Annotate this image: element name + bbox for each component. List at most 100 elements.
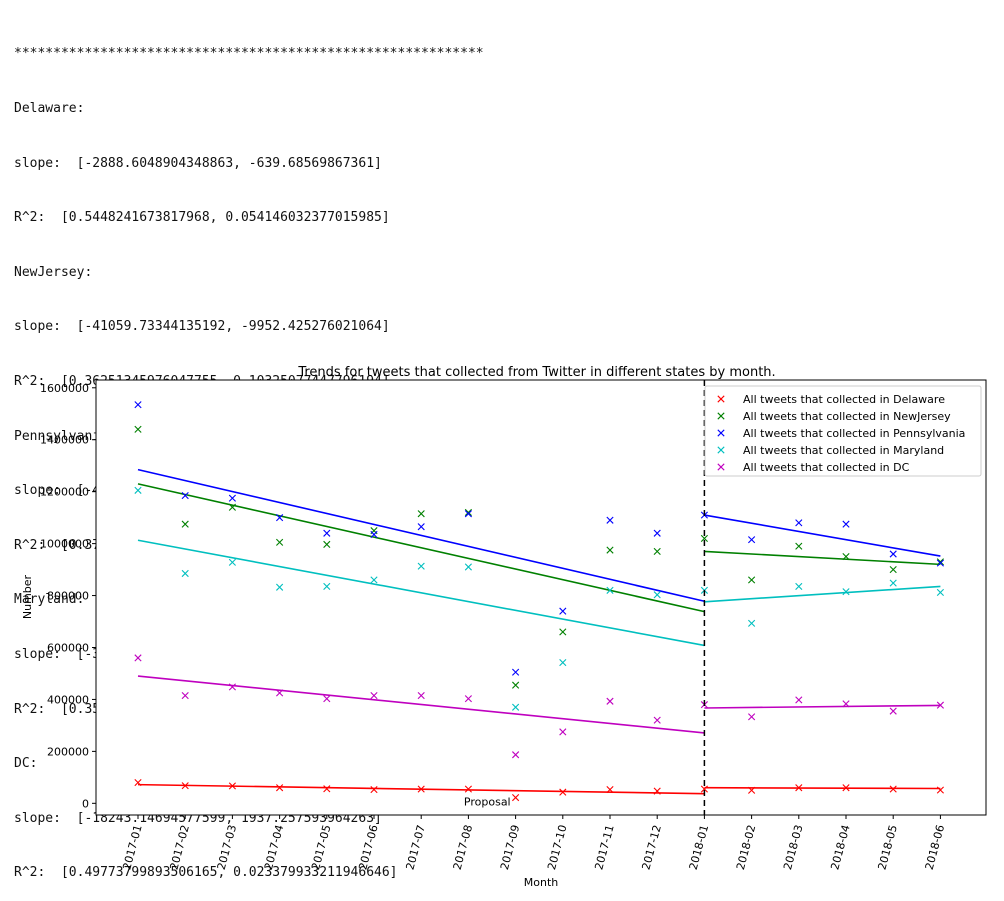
data-point (323, 695, 331, 703)
separator-line: ****************************************… (14, 46, 484, 62)
trend-line-period2-0 (704, 786, 941, 790)
x-tick-label: 2017-02 (168, 823, 192, 871)
r2-line-dc: R^2: [0.49773799893506165, 0.02337993321… (14, 865, 398, 881)
data-point (748, 786, 756, 794)
data-point (889, 579, 897, 587)
data-point (795, 582, 803, 591)
data-point (795, 542, 803, 550)
legend-marker (717, 412, 725, 420)
x-tick-label: 2018-03 (781, 823, 805, 871)
data-point (936, 786, 944, 794)
data-point (512, 668, 520, 676)
data-point (559, 728, 567, 736)
data-point (417, 785, 425, 793)
data-point (228, 494, 236, 502)
x-tick-label: 2017-03 (215, 823, 239, 871)
data-point (606, 546, 614, 554)
data-point (748, 576, 756, 584)
trend-line-period2-2 (704, 514, 941, 557)
data-point (795, 519, 803, 527)
legend-entry: All tweets that collected in Maryland (743, 444, 944, 457)
data-point (370, 785, 378, 794)
state-name-maryland: Maryland: (14, 592, 85, 608)
data-point (606, 586, 614, 594)
data-point (512, 794, 520, 802)
data-point (323, 785, 331, 793)
data-point (276, 689, 284, 697)
data-point (512, 751, 520, 759)
data-point (417, 562, 425, 570)
state-name-newjersey: NewJersey: (14, 264, 93, 280)
data-point (417, 691, 425, 700)
data-point (748, 536, 756, 544)
data-point (559, 788, 567, 796)
data-points (134, 401, 944, 802)
data-point (134, 654, 142, 662)
trend-chart: Trends for tweets that collected from Tw… (21, 365, 987, 889)
data-point (936, 588, 944, 597)
legend-entry: All tweets that collected in NewJersey (743, 410, 951, 423)
chart-title: Trends for tweets that collected from Tw… (297, 365, 775, 380)
data-point (181, 569, 189, 578)
y-tick-label: 1400000 (40, 434, 89, 447)
y-tick-label: 600000 (47, 641, 89, 654)
legend-box (704, 385, 982, 477)
data-point (653, 716, 661, 724)
data-point (464, 563, 472, 571)
y-tick-label: 200000 (47, 745, 89, 758)
y-tick-label: 0 (82, 797, 89, 810)
data-point (700, 785, 708, 793)
data-point (842, 520, 850, 528)
data-point (181, 491, 189, 500)
data-point (842, 553, 850, 561)
data-point (889, 565, 897, 574)
data-point (842, 700, 850, 708)
legend-entry: All tweets that collected in Delaware (743, 393, 945, 406)
x-tick-label: 2017-04 (262, 823, 286, 871)
data-point (559, 658, 567, 667)
x-tick-label: 2018-02 (734, 823, 758, 871)
data-point (795, 784, 803, 792)
data-point (936, 559, 944, 567)
x-tick-label: 2017-12 (640, 823, 664, 871)
data-point (606, 785, 614, 794)
trend-line-period1-4 (137, 675, 705, 734)
data-point (889, 785, 897, 793)
data-point (134, 425, 142, 433)
x-tick-label: 2017-09 (498, 823, 522, 871)
y-tick-label: 1600000 (40, 382, 89, 395)
trend-line-period2-3 (704, 585, 941, 603)
data-point (134, 401, 142, 409)
y-tick-label: 800000 (47, 590, 89, 603)
data-point (936, 558, 944, 566)
legend-marker (717, 395, 725, 403)
data-point (134, 486, 142, 494)
x-tick-label: 2017-11 (592, 823, 616, 871)
data-point (181, 691, 189, 700)
x-tick-label: 2017-06 (356, 823, 380, 871)
y-tick-label: 400000 (47, 693, 89, 706)
x-tick-label: 2018-05 (876, 823, 900, 871)
proposal-annotation: Proposal (464, 795, 511, 808)
data-point (370, 691, 378, 700)
trend-line-period2-1 (704, 550, 941, 566)
data-point (370, 576, 378, 584)
data-point (181, 782, 189, 790)
data-point (653, 529, 661, 537)
data-point (228, 683, 236, 691)
data-point (653, 787, 661, 795)
y-tick-label: 1200000 (40, 486, 89, 499)
data-point (606, 697, 614, 705)
state-name-pennsylvania: Pennsylvania: (14, 428, 116, 444)
data-point (276, 784, 284, 792)
data-point (464, 695, 472, 703)
x-tick-label: 2017-07 (404, 823, 428, 871)
data-point (795, 696, 803, 704)
data-point (512, 681, 520, 689)
data-point (464, 508, 472, 517)
data-point (323, 540, 331, 548)
x-axis-label: Month (524, 876, 559, 889)
x-tick-label: 2018-04 (828, 823, 852, 871)
state-name-delaware: Delaware: (14, 101, 85, 116)
data-point (181, 520, 189, 528)
